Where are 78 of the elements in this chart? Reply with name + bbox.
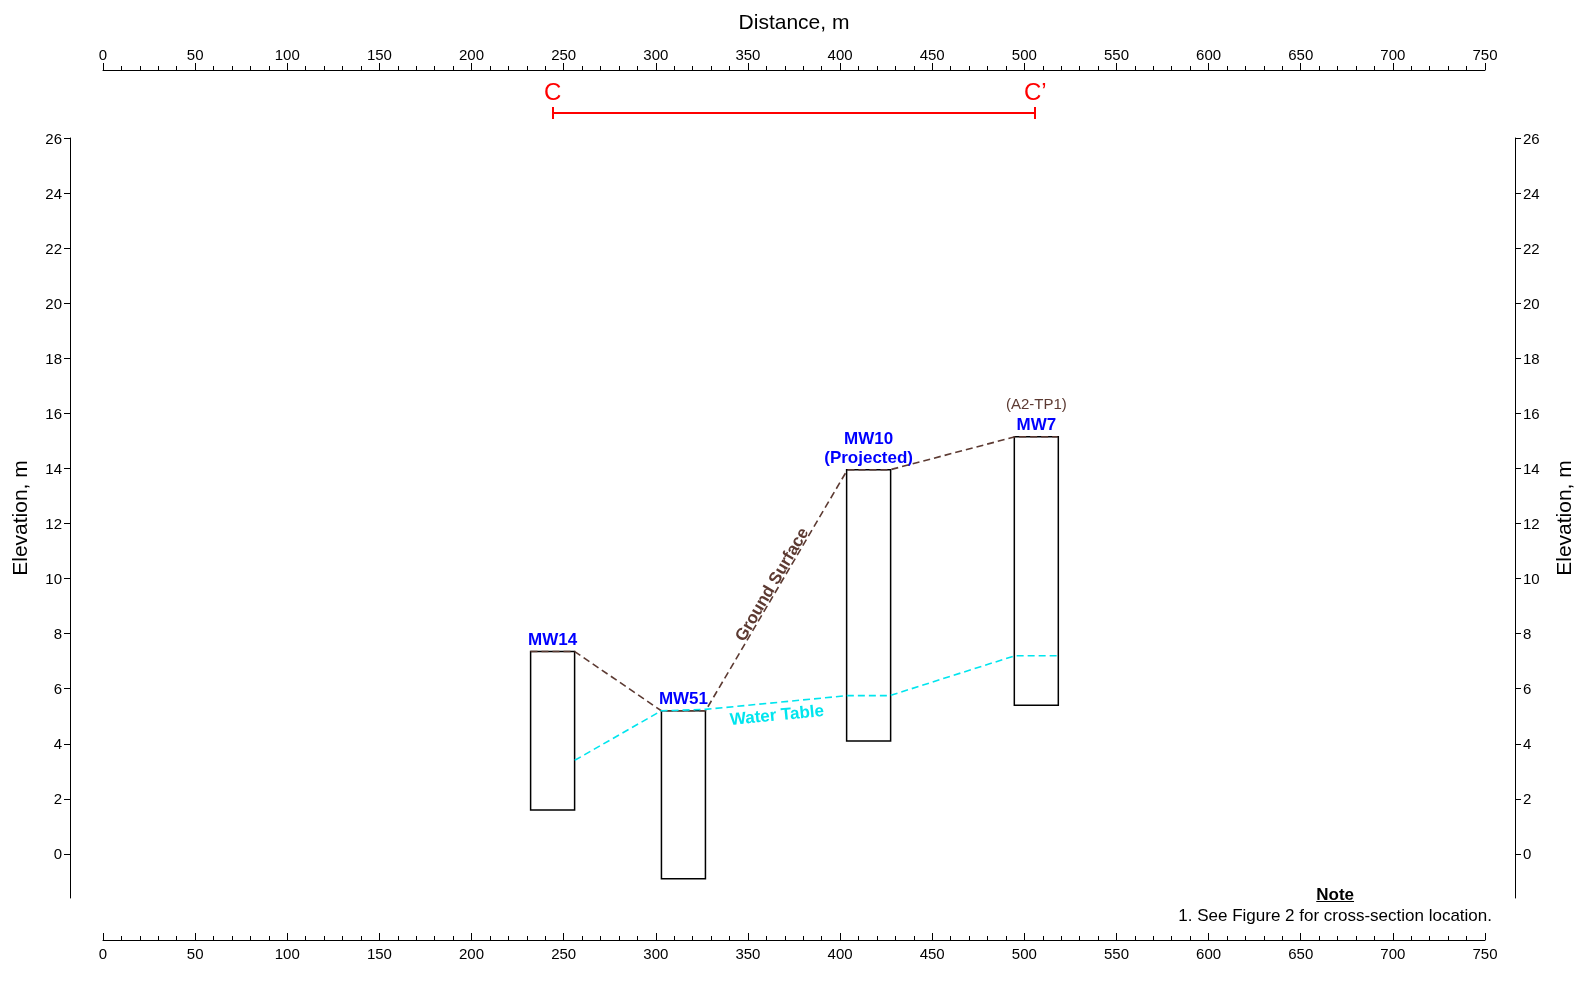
x2-tick-label: 550: [1103, 46, 1129, 63]
x-tick-label: 450: [919, 945, 945, 962]
x2-tick-label: 750: [1472, 46, 1498, 63]
x2-tick-label: 200: [459, 46, 485, 63]
x-tick-label: 400: [827, 945, 853, 962]
x-tick-label: 550: [1103, 945, 1129, 962]
x-tick-label: 200: [459, 945, 485, 962]
x-tick-label: 500: [1011, 945, 1037, 962]
x2-tick-label: 0: [98, 46, 108, 63]
x2-tick-label: 650: [1288, 46, 1314, 63]
y2-tick-label: 12: [1523, 515, 1540, 533]
bar: [660, 710, 707, 880]
y-tick-label: 14: [45, 459, 62, 477]
line-series: [573, 654, 1059, 762]
annotation: MW7: [1016, 414, 1057, 434]
x-tick-label: 750: [1472, 945, 1498, 962]
x-tick-label: 50: [186, 945, 204, 962]
x2-tick-label: 400: [827, 46, 853, 63]
x2-tick-label: 150: [366, 46, 392, 63]
x-tick-label: 350: [735, 945, 761, 962]
y-tick-label: 26: [45, 129, 62, 147]
x2-tick-label: 50: [186, 46, 204, 63]
y2-tick-label: 0: [1523, 845, 1532, 863]
annotation: MW14: [528, 629, 578, 649]
y2-tick-label: 14: [1523, 459, 1540, 477]
y2-tick-label: 10: [1523, 570, 1540, 588]
y-tick-label: 24: [45, 184, 62, 202]
y2-axis-title: Elevation, m: [1552, 460, 1575, 576]
ref-line-label: C’: [1023, 78, 1048, 105]
annotation: MW10 (Projected): [824, 428, 914, 467]
x-tick-label: 600: [1196, 945, 1222, 962]
annotation: (A2-TP1): [1005, 394, 1067, 412]
text: 1. See Figure 2 for cross-section location.: [1178, 905, 1492, 926]
y-tick-label: 8: [53, 625, 62, 643]
y2-tick-label: 22: [1523, 239, 1540, 257]
y-tick-label: 16: [45, 404, 62, 422]
bar: [1013, 436, 1060, 706]
text: Water Table: [729, 700, 825, 729]
y2-tick-label: 24: [1523, 184, 1540, 202]
y2-tick-label: 2: [1523, 790, 1532, 808]
y2-tick-label: 4: [1523, 735, 1532, 753]
y-tick-label: 18: [45, 349, 62, 367]
y-tick-label: 22: [45, 239, 62, 257]
bar: [845, 469, 892, 742]
y-tick-label: 2: [53, 790, 62, 808]
x2-axis-title: Distance, m: [738, 10, 850, 33]
x2-tick-label: 250: [551, 46, 577, 63]
y-axis-title: Elevation, m: [8, 460, 31, 576]
x2-tick-label: 450: [919, 46, 945, 63]
x-tick-label: 250: [551, 945, 577, 962]
y-tick-label: 0: [53, 845, 62, 863]
y2-tick-label: 18: [1523, 349, 1540, 367]
y-tick-label: 10: [45, 570, 62, 588]
x-tick-label: 150: [366, 945, 392, 962]
x-tick-label: 650: [1288, 945, 1314, 962]
ref-line-label: C: [542, 78, 563, 105]
bar: [529, 650, 576, 811]
x-tick-label: 300: [643, 945, 669, 962]
y2-tick-label: 16: [1523, 404, 1540, 422]
y2-tick-label: 20: [1523, 294, 1540, 312]
y-tick-label: 4: [53, 735, 62, 753]
x-tick-label: 700: [1380, 945, 1406, 962]
x2-tick-label: 600: [1196, 46, 1222, 63]
x2-tick-label: 100: [274, 46, 300, 63]
x2-tick-label: 350: [735, 46, 761, 63]
y-tick-label: 12: [45, 515, 62, 533]
y2-tick-label: 8: [1523, 625, 1532, 643]
annotation: MW51: [658, 688, 708, 708]
y2-tick-label: 26: [1523, 129, 1540, 147]
y-tick-label: 20: [45, 294, 62, 312]
y-tick-label: 6: [53, 680, 62, 698]
x-tick-label: 100: [274, 945, 300, 962]
x2-tick-label: 300: [643, 46, 669, 63]
annotation: Note: [1315, 884, 1356, 905]
x-tick-label: 0: [98, 945, 108, 962]
x2-tick-label: 500: [1011, 46, 1037, 63]
y2-tick-label: 6: [1523, 680, 1532, 698]
x2-tick-label: 700: [1380, 46, 1406, 63]
